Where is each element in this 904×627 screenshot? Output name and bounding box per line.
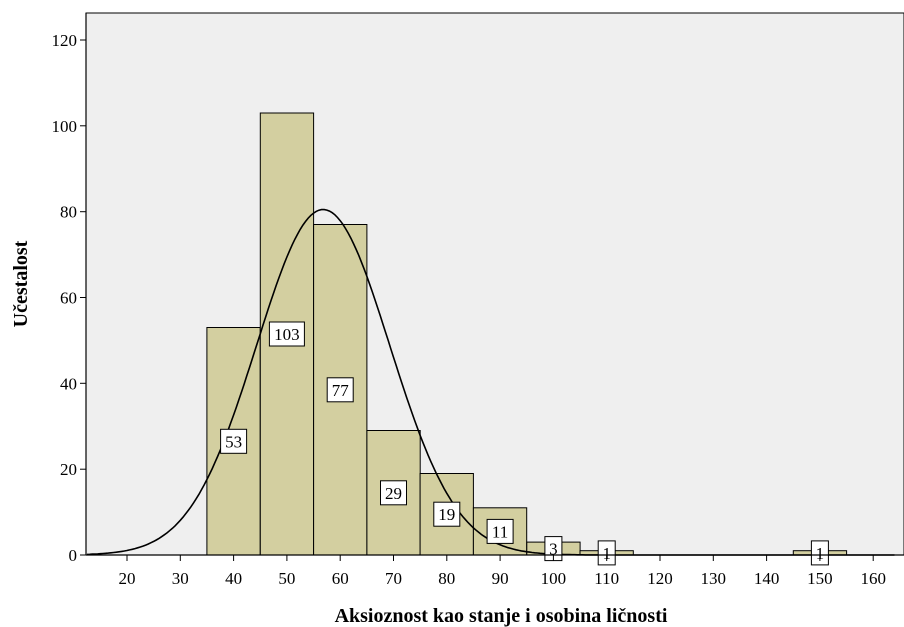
data-label: 29 — [385, 484, 402, 503]
data-label-box — [433, 501, 461, 527]
y-tick-label: 120 — [52, 31, 78, 50]
x-tick-label: 150 — [807, 569, 833, 588]
x-tick-label: 120 — [647, 569, 673, 588]
x-tick-label: 100 — [541, 569, 567, 588]
x-tick-label: 60 — [332, 569, 349, 588]
data-label: 1 — [602, 544, 611, 563]
data-label: 1 — [816, 544, 825, 563]
data-label: 19 — [438, 505, 455, 524]
data-label-box — [326, 377, 354, 403]
x-tick-label: 80 — [438, 569, 455, 588]
x-tick-label: 20 — [119, 569, 136, 588]
y-tick-label: 100 — [52, 117, 78, 136]
x-tick-label: 90 — [492, 569, 509, 588]
data-label-box — [380, 480, 407, 506]
y-axis-title: Učestalost — [10, 240, 32, 327]
data-label-box — [597, 540, 616, 566]
y-tick-label: 20 — [60, 460, 77, 479]
data-label-box — [810, 540, 829, 566]
x-tick-label: 50 — [278, 569, 295, 588]
x-ticks-group: 20 30 40 50 60 70 80 90 100 110 120 130 140 150 160 — [119, 555, 886, 588]
x-tick-label: 40 — [225, 569, 242, 588]
y-tick-label: 40 — [60, 374, 77, 393]
data-label: 103 — [274, 325, 300, 344]
x-tick-label: 140 — [754, 569, 780, 588]
x-axis-title: Aksioznost kao stanje i osobina ličnosti — [335, 605, 668, 627]
data-label-box — [486, 518, 514, 544]
data-label: 77 — [332, 381, 350, 400]
y-tick-label: 80 — [60, 203, 77, 222]
x-tick-label: 130 — [701, 569, 727, 588]
y-tick-label: 0 — [69, 546, 78, 565]
data-label-box — [268, 321, 305, 347]
x-tick-label: 110 — [594, 569, 619, 588]
y-tick-label: 60 — [60, 289, 77, 308]
data-label: 11 — [492, 522, 508, 541]
data-label-box — [220, 428, 248, 454]
data-label: 3 — [549, 540, 558, 559]
x-tick-label: 160 — [860, 569, 886, 588]
x-tick-label: 30 — [172, 569, 189, 588]
data-label: 53 — [225, 432, 242, 451]
y-ticks-group: 0 20 40 60 80 100 120 — [52, 31, 86, 565]
x-tick-label: 70 — [385, 569, 402, 588]
